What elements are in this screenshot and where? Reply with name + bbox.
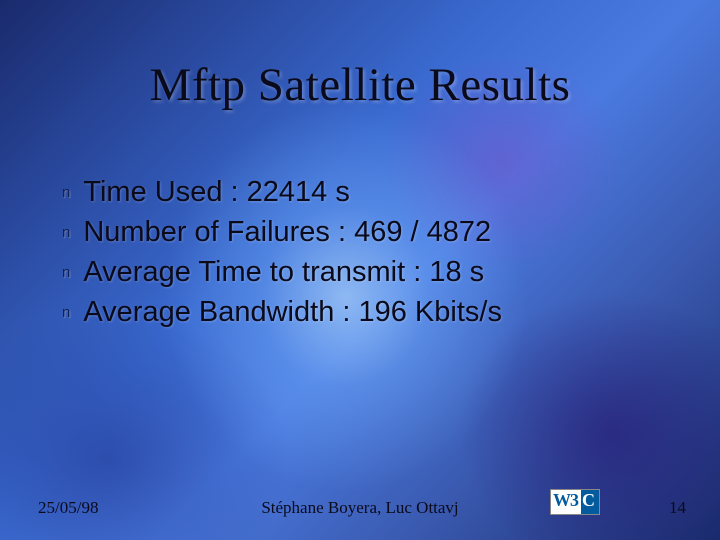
footer-page-number: 14 [669, 498, 686, 518]
bullet-icon: n [62, 264, 70, 281]
bullet-item: n Number of Failures : 469 / 4872 [62, 216, 680, 249]
bullet-icon: n [62, 304, 70, 321]
bullet-icon: n [62, 224, 70, 241]
slide-title: Mftp Satellite Results [0, 58, 720, 112]
slide-footer: 25/05/98 Stéphane Boyera, Luc Ottavj W3 … [0, 490, 720, 518]
slide: Mftp Satellite Results n Time Used : 224… [0, 0, 720, 540]
bullet-text: Average Bandwidth : 196 Kbits/s [83, 296, 502, 329]
bullet-item: n Average Bandwidth : 196 Kbits/s [62, 296, 680, 329]
bullet-text: Number of Failures : 469 / 4872 [83, 216, 491, 249]
bullet-item: n Time Used : 22414 s [62, 176, 680, 209]
w3c-logo: W3 C [550, 489, 600, 520]
slide-body: n Time Used : 22414 s n Number of Failur… [62, 176, 680, 336]
bullet-text: Time Used : 22414 s [83, 176, 350, 209]
bullet-item: n Average Time to transmit : 18 s [62, 256, 680, 289]
bullet-icon: n [62, 184, 70, 201]
w3c-logo-left: W3 [553, 490, 578, 511]
footer-author: Stéphane Boyera, Luc Ottavj [0, 498, 720, 518]
bullet-text: Average Time to transmit : 18 s [83, 256, 484, 289]
w3c-logo-right: C [582, 490, 595, 511]
